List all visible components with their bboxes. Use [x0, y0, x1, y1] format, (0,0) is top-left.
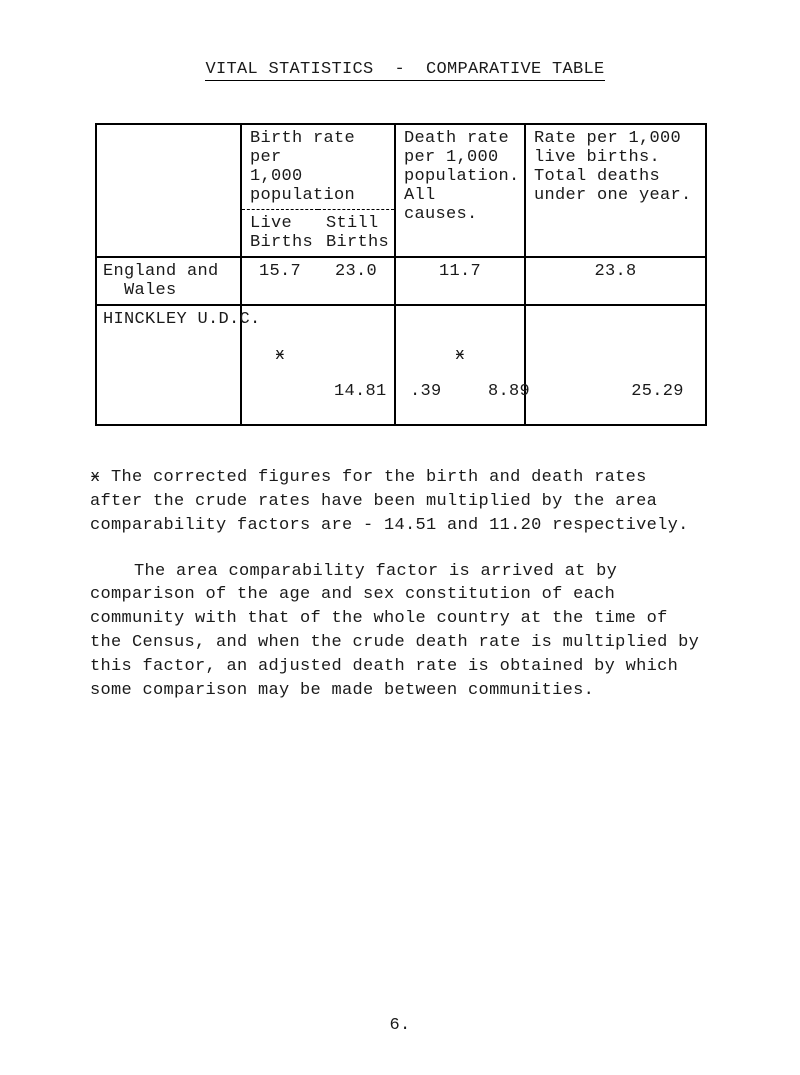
- header-death: Death rate per 1,000 population. All cau…: [395, 124, 525, 257]
- header-live: Live Births: [241, 210, 318, 258]
- note-1: ӿ The corrected figures for the birth an…: [90, 466, 705, 537]
- table-row: HINCKLEY U.D.C. ӿ 14.81 .39 ӿ 8.89 25.29: [96, 305, 706, 425]
- row-label: HINCKLEY U.D.C.: [96, 305, 241, 425]
- header-rate-l3: Total deaths: [534, 167, 660, 186]
- header-birth-l1: Birth rate per: [250, 129, 355, 167]
- header-rate-l4: under one year.: [534, 186, 692, 205]
- page-number: 6.: [0, 1016, 800, 1035]
- header-rate: Rate per 1,000 live births. Total deaths…: [525, 124, 706, 257]
- header-rate-l1: Rate per 1,000: [534, 129, 681, 148]
- row-rate: 23.8: [525, 257, 706, 305]
- page-title: VITAL STATISTICS - COMPARATIVE TABLE: [205, 60, 604, 81]
- header-still-l2: Births: [326, 233, 389, 252]
- row-death: 11.7: [395, 257, 525, 305]
- table-row: England and Wales 15.7 23.0 11.7 23.8: [96, 257, 706, 305]
- header-live-l2: Births: [250, 233, 313, 252]
- notes: ӿ The corrected figures for the birth an…: [90, 466, 705, 702]
- row-death-val: 8.89: [488, 382, 530, 401]
- asterisk-icon: ӿ: [250, 348, 310, 363]
- title-wrap: VITAL STATISTICS - COMPARATIVE TABLE: [90, 60, 720, 81]
- row-death: ӿ 8.89: [395, 305, 525, 425]
- asterisk-icon: ӿ: [404, 348, 516, 363]
- header-birth-l2: 1,000 population: [250, 167, 355, 205]
- header-death-l3: population.: [404, 167, 520, 186]
- row-still: 23.0: [318, 257, 395, 305]
- header-still-l1: Still: [326, 214, 379, 233]
- header-death-l1: Death rate: [404, 129, 509, 148]
- row-live: 15.7: [241, 257, 318, 305]
- page: VITAL STATISTICS - COMPARATIVE TABLE Bir…: [0, 0, 800, 1075]
- header-birth: Birth rate per 1,000 population: [241, 124, 395, 210]
- header-still: Still Births: [318, 210, 395, 258]
- row-still: .39: [318, 305, 395, 425]
- row-rate: 25.29: [525, 305, 706, 425]
- header-live-l1: Live: [250, 214, 292, 233]
- header-blank: [96, 124, 241, 257]
- row-label: England and Wales: [96, 257, 241, 305]
- row-rate-val: 25.29: [631, 382, 684, 401]
- header-death-l2: per 1,000: [404, 148, 499, 167]
- header-death-l4: All causes.: [404, 186, 478, 224]
- note-2: The area comparability factor is arrived…: [90, 560, 705, 703]
- stats-table: Birth rate per 1,000 population Death ra…: [95, 123, 707, 426]
- header-rate-l2: live births.: [534, 148, 660, 167]
